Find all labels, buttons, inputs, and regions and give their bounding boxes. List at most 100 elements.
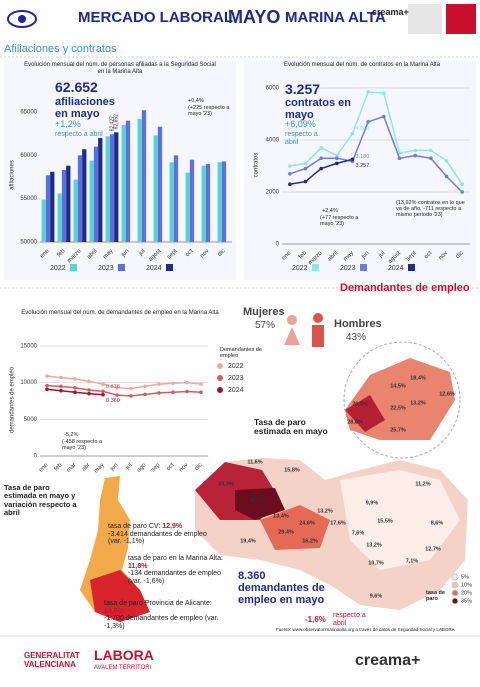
marker bbox=[129, 386, 133, 391]
marker bbox=[101, 389, 105, 394]
yearly-label: (-458 respecto a mayo '23) bbox=[62, 439, 103, 452]
footer-logo: GENERALITAT VALENCIANA bbox=[24, 651, 80, 670]
marker bbox=[45, 383, 49, 388]
marker bbox=[185, 380, 189, 385]
marker bbox=[366, 90, 370, 94]
map-label: 29,4% bbox=[278, 529, 294, 535]
region-rate: tasa de paro en la Marina Alta: 11,8% -13… bbox=[128, 555, 228, 586]
men-label: Hombres bbox=[334, 318, 382, 330]
map-label: 17,6% bbox=[330, 520, 346, 526]
bar bbox=[205, 164, 211, 242]
marker bbox=[366, 120, 370, 124]
bar bbox=[61, 170, 67, 242]
marker bbox=[115, 393, 119, 397]
value-label: 62.652 bbox=[114, 114, 120, 130]
woman-icon bbox=[287, 315, 297, 325]
rate-value: 12,9% bbox=[162, 523, 183, 530]
x-tick-label: jul bbox=[377, 250, 386, 259]
rate-value: 14,6% bbox=[104, 607, 124, 615]
map-label: 9,6% bbox=[370, 593, 383, 599]
map-title: Tasa de paro estimada en mayo bbox=[254, 417, 328, 437]
y-tick-label: 65000 bbox=[20, 110, 37, 116]
marker bbox=[460, 182, 464, 186]
map-label: 26,9% bbox=[352, 401, 368, 407]
man-icon bbox=[312, 325, 324, 347]
bar bbox=[98, 138, 103, 242]
marker bbox=[73, 377, 77, 381]
marker bbox=[350, 157, 355, 162]
bar bbox=[201, 165, 206, 242]
legend-swatch bbox=[312, 264, 319, 271]
legend-swatch bbox=[408, 264, 415, 271]
bar bbox=[45, 175, 51, 242]
map-label: 28,8% bbox=[347, 419, 363, 425]
map-label: 25,7% bbox=[390, 427, 406, 433]
y-tick-label: 15000 bbox=[20, 344, 37, 350]
region-map bbox=[90, 570, 150, 622]
y-tick-label: 5000 bbox=[24, 417, 38, 423]
marker bbox=[335, 153, 339, 158]
y-axis-label: demandantes de empleo bbox=[10, 366, 16, 433]
marker bbox=[319, 156, 323, 160]
bar bbox=[189, 159, 195, 242]
map-area bbox=[235, 488, 285, 520]
x-tick-label: dic bbox=[217, 248, 227, 258]
legend-label: 2023 bbox=[340, 265, 356, 272]
title-region: MARINA ALTA bbox=[285, 9, 386, 26]
marker bbox=[45, 374, 49, 378]
map-label: 13,4% bbox=[273, 513, 289, 519]
legend-label: 2022 bbox=[228, 363, 244, 370]
marker bbox=[335, 161, 339, 166]
marker bbox=[157, 391, 161, 395]
marker bbox=[413, 153, 417, 158]
y-tick-label: 4000 bbox=[266, 138, 280, 144]
x-tick-label: jun bbox=[360, 250, 371, 261]
kpi-change: +6,09% bbox=[285, 119, 316, 129]
y-tick-label: 50000 bbox=[20, 240, 37, 246]
y-tick-label: 0 bbox=[276, 242, 280, 248]
line bbox=[289, 115, 463, 193]
men-value: 43% bbox=[346, 332, 367, 343]
map-label: 7,6% bbox=[352, 530, 365, 536]
map-label: 12,7% bbox=[425, 546, 441, 552]
kpi-value: 62.652 bbox=[55, 79, 98, 95]
marker bbox=[350, 131, 355, 136]
marker bbox=[115, 386, 119, 390]
x-tick-label: feb bbox=[298, 250, 309, 261]
marker bbox=[129, 394, 133, 398]
kpi-label: contratos en mayo bbox=[285, 97, 352, 122]
kpi-change-label: respecto a abril bbox=[55, 131, 103, 138]
marker bbox=[59, 388, 63, 393]
x-tick-label: feb bbox=[56, 248, 67, 259]
legend-swatch bbox=[217, 375, 223, 381]
rate-value: 11,8% bbox=[128, 562, 148, 570]
bar bbox=[141, 110, 147, 243]
legend-label: 2024 bbox=[388, 265, 404, 272]
bar bbox=[157, 126, 163, 242]
legend-label: 2022 bbox=[292, 265, 308, 272]
bar bbox=[169, 162, 174, 242]
chart-title: Evolución mensual del núm. de demandante… bbox=[21, 310, 219, 316]
footer-logo: LABORA bbox=[94, 647, 154, 663]
panel bbox=[244, 60, 476, 280]
y-axis-label: afiliaciones bbox=[10, 160, 16, 190]
legend-swatch bbox=[166, 264, 173, 271]
y-tick-label: 10000 bbox=[20, 380, 37, 386]
city-logo bbox=[446, 4, 476, 34]
x-tick-label: feb bbox=[53, 462, 64, 473]
jobseekers-change-label: respecto a abril bbox=[333, 612, 366, 627]
marker bbox=[382, 91, 386, 95]
map-legend-label: 20% bbox=[461, 590, 472, 596]
yearly-change: +2,4% bbox=[322, 208, 338, 214]
footer-logo: creama+ bbox=[355, 652, 421, 669]
x-tick-label: jul bbox=[124, 462, 133, 471]
eye-logo bbox=[7, 10, 37, 28]
map-label: 14,5% bbox=[390, 383, 406, 389]
legend-label: 2024 bbox=[146, 265, 162, 272]
map-label: 16,2% bbox=[302, 538, 318, 544]
map-label: 22,5% bbox=[390, 405, 406, 411]
footer-text: GENERALITAT bbox=[24, 651, 80, 660]
yearly-label: (+225 respecto a mayo '23) bbox=[188, 105, 230, 118]
